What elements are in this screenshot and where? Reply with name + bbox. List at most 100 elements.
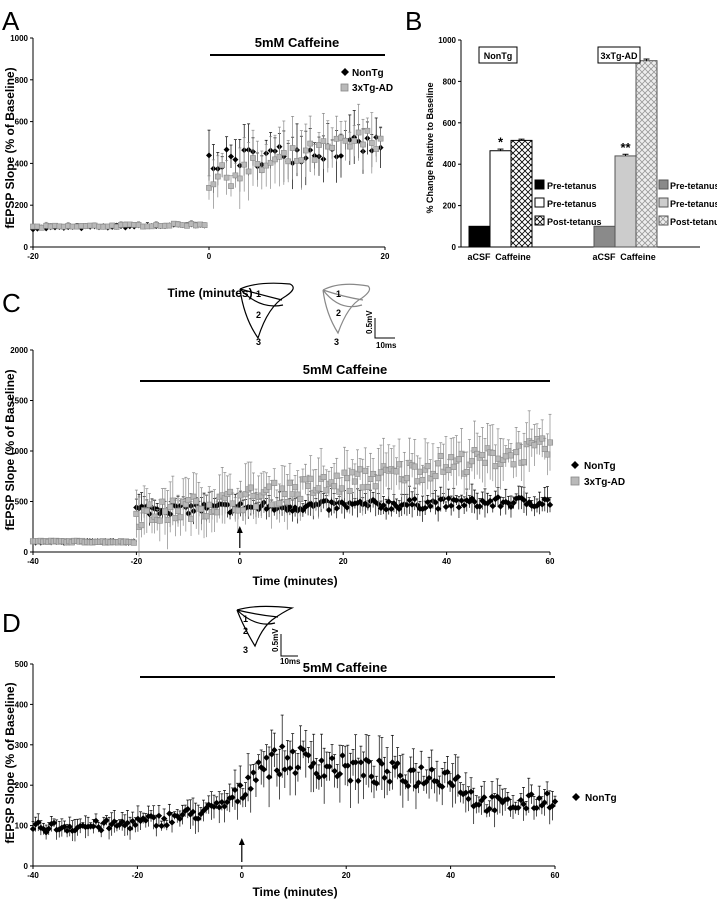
- data-point-3xtg: [357, 466, 364, 473]
- data-point-nontg: [546, 501, 554, 509]
- data-point-3xtg: [193, 498, 200, 505]
- data-point-nontg: [380, 502, 387, 509]
- significance-marker: **: [620, 140, 631, 155]
- data-point-nontg: [297, 744, 304, 751]
- data-point-nontg: [442, 503, 450, 511]
- data-point-3xtg: [349, 469, 356, 476]
- bar: [593, 225, 616, 248]
- data-point-nontg: [35, 819, 42, 826]
- data-point-nontg: [61, 823, 68, 830]
- data-point-nontg: [494, 494, 502, 501]
- data-point-3xtg: [219, 162, 226, 169]
- legend-label: Pre-tetanus: [547, 199, 597, 209]
- y-tick-label: 0: [24, 548, 29, 557]
- data-point-nontg: [403, 501, 411, 509]
- data-point-nontg: [239, 794, 247, 802]
- data-point-nontg: [551, 798, 559, 805]
- data-point-3xtg: [286, 479, 293, 486]
- group-tg-box: [597, 46, 641, 64]
- data-point-nontg: [74, 824, 81, 831]
- legend-label: Pre-tetanus: [670, 181, 717, 191]
- data-point-3xtg: [307, 475, 314, 482]
- data-point-3xtg: [364, 483, 371, 490]
- data-point-3xtg: [206, 501, 213, 508]
- data-point-nontg: [160, 815, 168, 822]
- data-point-3xtg: [289, 491, 296, 498]
- data-point-3xtg: [351, 478, 358, 485]
- data-point-3xtg: [315, 485, 322, 492]
- trace-label-2: 2: [243, 626, 248, 636]
- data-point-nontg: [483, 807, 490, 815]
- data-point-nontg: [113, 822, 121, 830]
- data-point-3xtg: [177, 514, 184, 521]
- data-point-3xtg: [146, 501, 153, 508]
- data-point-nontg: [410, 766, 417, 774]
- data-point-nontg: [449, 782, 456, 789]
- data-point-3xtg: [450, 463, 457, 470]
- data-point-nontg: [42, 829, 50, 836]
- x-tick-label: -40: [27, 557, 39, 566]
- data-point-nontg: [66, 823, 73, 830]
- legend-label: Pre-tetanus: [547, 181, 597, 191]
- trace-label-2: 2: [336, 308, 341, 318]
- panel-c-ylabel: fEPSP Slope (% of Baseline): [3, 369, 17, 530]
- x-tick-label: 60: [551, 871, 560, 880]
- data-point-nontg: [538, 501, 546, 508]
- data-point-3xtg: [214, 173, 221, 180]
- data-point-nontg: [328, 755, 336, 762]
- data-point-nontg: [126, 825, 134, 832]
- tetanus-arrow-head: [238, 838, 245, 845]
- y-tick-label: 500: [15, 498, 29, 507]
- data-point-nontg: [520, 800, 527, 808]
- data-point-nontg: [336, 770, 344, 778]
- data-point-3xtg: [159, 498, 166, 505]
- data-point-nontg: [491, 807, 498, 814]
- cat-tg-acsf: aCSF: [592, 252, 616, 262]
- data-point-3xtg: [370, 470, 377, 477]
- data-point-3xtg: [481, 459, 488, 466]
- data-point-3xtg: [445, 466, 452, 474]
- data-point-nontg: [488, 793, 496, 801]
- data-point-3xtg: [377, 135, 384, 142]
- data-point-3xtg: [298, 157, 305, 164]
- x-tick-label: 60: [546, 557, 555, 566]
- data-point-3xtg: [234, 507, 241, 514]
- y-tick-label: 500: [15, 660, 29, 669]
- data-point-nontg: [497, 503, 504, 510]
- data-point-nontg: [284, 754, 291, 762]
- data-point-nontg: [90, 823, 97, 830]
- data-point-3xtg: [359, 484, 366, 491]
- data-point-3xtg: [323, 487, 330, 494]
- y-tick-label: 1000: [10, 447, 28, 456]
- data-point-nontg: [232, 156, 239, 163]
- data-point-nontg: [271, 746, 278, 754]
- trace-gray: [322, 283, 371, 335]
- data-point-nontg: [111, 818, 118, 825]
- data-point-3xtg: [372, 483, 379, 490]
- data-point-nontg: [533, 804, 540, 812]
- data-point-3xtg: [311, 157, 318, 163]
- data-point-3xtg: [479, 451, 486, 459]
- data-point-nontg: [544, 496, 551, 503]
- data-point-3xtg: [344, 475, 351, 482]
- data-point-nontg: [50, 819, 58, 827]
- trace-label-1: 1: [336, 289, 341, 299]
- data-point-3xtg: [236, 175, 243, 182]
- data-point-3xtg: [271, 479, 278, 486]
- panel-c: C 1 2 3 1 2 3 0.5mV 10ms 050010001500200…: [2, 282, 625, 588]
- panel-c-legend: NonTg 3xTg-AD: [570, 461, 625, 488]
- data-point-nontg: [302, 750, 310, 758]
- data-point-nontg: [163, 822, 170, 829]
- y-tick-label: 1000: [438, 36, 456, 45]
- data-point-3xtg: [156, 517, 163, 524]
- data-point-nontg: [228, 153, 234, 160]
- data-point-nontg: [549, 802, 556, 810]
- panel-c-inset-traces: 1 2 3 1 2 3 0.5mV 10ms: [239, 282, 397, 350]
- data-point-nontg: [244, 774, 252, 781]
- legend-label: Pre-tetanus: [670, 199, 717, 209]
- legend-tg-label: 3xTg-AD: [584, 477, 625, 488]
- data-point-nontg: [29, 825, 37, 833]
- data-point-nontg: [223, 146, 230, 153]
- data-point-nontg: [343, 504, 351, 511]
- x-tick-label: 40: [442, 557, 451, 566]
